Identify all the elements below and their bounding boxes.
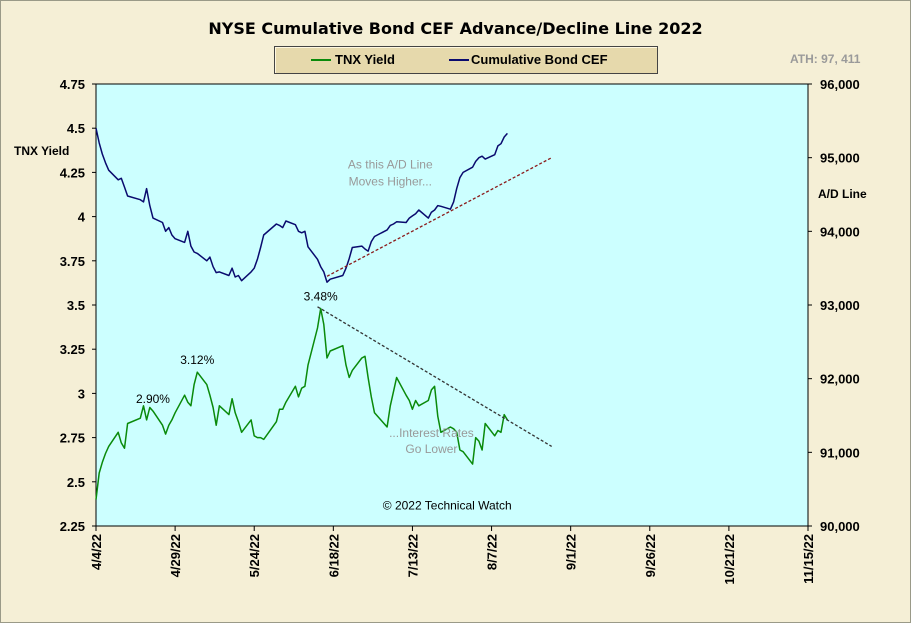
x-tick-label: 7/13/22 bbox=[405, 534, 420, 577]
y-right-tick-label: 96,000 bbox=[820, 77, 860, 92]
chart-annotation: Moves Higher... bbox=[349, 175, 432, 189]
chart-annotation: Go Lower bbox=[405, 442, 457, 456]
y-left-tick-label: 4.25 bbox=[60, 165, 85, 180]
y-left-tick-label: 4.5 bbox=[67, 121, 85, 136]
x-tick-label: 6/18/22 bbox=[326, 534, 341, 577]
plot-area bbox=[95, 83, 809, 527]
ath-label: ATH: 97, 411 bbox=[790, 52, 861, 66]
chart-title: NYSE Cumulative Bond CEF Advance/Decline… bbox=[208, 19, 703, 38]
y-left-tick-label: 2.5 bbox=[67, 475, 85, 490]
y-left-tick-label: 4 bbox=[78, 210, 86, 225]
chart-annotation: As this A/D Line bbox=[348, 158, 433, 172]
x-tick-label: 4/29/22 bbox=[168, 534, 183, 577]
y-right-axis-label: A/D Line bbox=[818, 187, 867, 201]
chart-legend: TNX Yield Cumulative Bond CEF bbox=[274, 46, 658, 74]
x-tick-label: 9/1/22 bbox=[564, 534, 579, 570]
chart-annotation: 2.90% bbox=[136, 392, 170, 406]
x-tick-label: 8/7/22 bbox=[485, 534, 500, 570]
x-tick-label: 4/4/22 bbox=[89, 534, 104, 570]
series-line-tnx-yield bbox=[95, 307, 509, 500]
y-right-tick-label: 92,000 bbox=[820, 372, 860, 387]
x-tick-label: 9/26/22 bbox=[643, 534, 658, 577]
x-tick-label: 11/15/22 bbox=[801, 534, 816, 584]
y-left-tick-label: 3.25 bbox=[60, 342, 85, 357]
y-left-tick-label: 2.75 bbox=[60, 431, 85, 446]
y-left-axis-label: TNX Yield bbox=[14, 144, 69, 158]
y-right-tick-label: 95,000 bbox=[820, 151, 860, 166]
legend-swatch-cef bbox=[449, 59, 469, 61]
x-tick-label: 5/24/22 bbox=[247, 534, 262, 577]
series-line-cumulative-bond-cef bbox=[95, 128, 508, 283]
y-left-tick-label: 2.25 bbox=[60, 519, 85, 534]
chart-annotation: ...Interest Rates bbox=[389, 426, 474, 440]
y-left-tick-label: 3.75 bbox=[60, 254, 85, 269]
legend-swatch-tnx bbox=[311, 59, 331, 61]
y-right-tick-label: 90,000 bbox=[820, 519, 860, 534]
legend-label-tnx: TNX Yield bbox=[335, 52, 395, 67]
trendline-1 bbox=[317, 306, 553, 447]
chart-annotation: 3.12% bbox=[180, 353, 214, 367]
trendline-0 bbox=[326, 157, 552, 277]
chart-annotation: © 2022 Technical Watch bbox=[383, 498, 512, 512]
y-left-tick-label: 4.75 bbox=[60, 77, 85, 92]
y-right-tick-label: 93,000 bbox=[820, 298, 860, 313]
y-right-tick-label: 91,000 bbox=[820, 445, 860, 460]
x-tick-label: 10/21/22 bbox=[722, 534, 737, 585]
y-left-tick-label: 3 bbox=[78, 386, 85, 401]
y-right-tick-label: 94,000 bbox=[820, 224, 860, 239]
chart-annotation: 3.48% bbox=[304, 290, 338, 304]
legend-label-cef: Cumulative Bond CEF bbox=[471, 52, 608, 67]
y-left-tick-label: 3.5 bbox=[67, 298, 85, 313]
